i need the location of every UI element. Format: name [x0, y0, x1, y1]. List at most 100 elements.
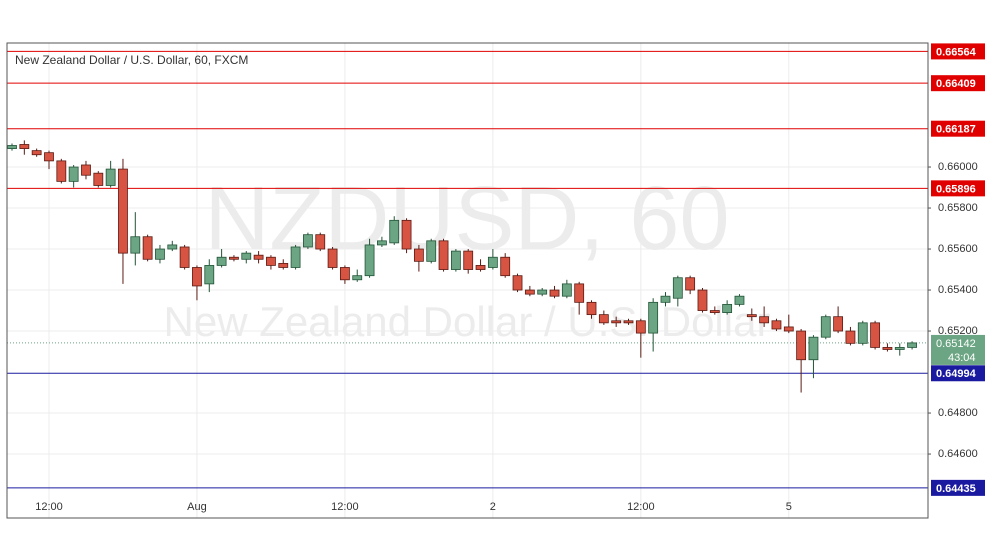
candle-body [524, 289, 535, 295]
candle-body [833, 316, 844, 332]
candle-body [229, 256, 239, 260]
candle-body [845, 330, 856, 344]
level-label-bg [931, 43, 985, 60]
x-tick-label: 5 [786, 501, 792, 513]
candle-body [537, 289, 548, 295]
candle-body [179, 246, 190, 268]
last-price-label: 0.65142 [936, 338, 976, 350]
level-label: 0.65896 [936, 183, 976, 195]
candle-body [31, 150, 42, 156]
candle-body [882, 347, 893, 350]
watermark-name: New Zealand Dollar / U.S. Dollar [164, 298, 771, 345]
candle-body [685, 277, 696, 291]
candle-body [660, 295, 671, 303]
candle-body [870, 322, 880, 348]
levels [7, 50, 928, 489]
last-price-bg [931, 334, 985, 365]
candle-body [290, 246, 301, 268]
candle-body [759, 316, 770, 324]
candle-body [192, 267, 202, 287]
candle-body [303, 234, 313, 248]
x-tick-label: 12:00 [627, 501, 655, 513]
level-label: 0.66409 [936, 78, 976, 90]
candle-body [105, 168, 116, 186]
candle-body [44, 152, 54, 162]
candle-body [611, 320, 622, 324]
candle-body [722, 303, 733, 313]
level-label-bg [931, 180, 985, 197]
candle-body [857, 322, 868, 344]
candle-body [648, 301, 659, 334]
level-label: 0.66187 [936, 124, 976, 136]
candle-body [216, 256, 227, 266]
candle-body [130, 236, 141, 254]
level-label-bg [931, 75, 985, 92]
candle-body [561, 283, 572, 297]
candle-body [278, 262, 289, 268]
candle-body [512, 275, 523, 291]
candle-body [315, 234, 326, 250]
candle-body [808, 336, 819, 361]
level-label: 0.64435 [936, 483, 976, 495]
y-tick-label: 0.64600 [938, 448, 978, 460]
candle-body [746, 314, 757, 318]
candle-body [672, 277, 683, 299]
candle-body [19, 144, 30, 149]
candle-body [253, 254, 264, 260]
level-label: 0.66564 [936, 46, 977, 58]
candle-body [340, 267, 350, 281]
watermark: NZDUSD, 60 New Zealand Dollar / U.S. Dol… [164, 169, 771, 345]
candle-body [907, 342, 917, 348]
candle-body [783, 326, 794, 332]
candles [7, 140, 917, 393]
candle-body [635, 320, 646, 334]
candle-body [820, 316, 831, 338]
candle-body [697, 289, 708, 311]
countdown-label: 43:04 [948, 352, 976, 364]
candle-body [266, 256, 276, 266]
x-tick-label: 2 [490, 501, 496, 513]
plot-border [6, 42, 929, 519]
candle-body [438, 240, 449, 270]
candle-body [118, 168, 128, 254]
candle-body [487, 256, 498, 268]
candle-body [376, 240, 387, 246]
candle-body [475, 265, 486, 270]
candle-body [734, 295, 745, 305]
candle-body [796, 330, 807, 361]
candle-body [68, 166, 79, 182]
candle-body [500, 256, 511, 277]
candle-body [167, 244, 178, 250]
candle-body [623, 320, 634, 324]
level-label-bg [931, 120, 985, 137]
candle-body [142, 236, 153, 260]
level-label-bg [931, 365, 985, 382]
x-tick-label: Aug [187, 501, 207, 513]
y-tick-label: 0.65400 [938, 284, 978, 296]
candle-body [463, 250, 474, 270]
candle-body [155, 248, 165, 260]
candle-body [352, 275, 363, 281]
y-tick-label: 0.65200 [938, 325, 978, 337]
candle-body [241, 252, 252, 260]
axis: 0.64600 0.64800 0.65200 0.65400 0.65600 0.658… [35, 43, 985, 513]
candle-body [771, 320, 782, 330]
candle-body [894, 347, 905, 350]
candle-body [56, 160, 67, 182]
candle-body [401, 219, 412, 250]
y-tick-label: 0.65800 [938, 202, 978, 214]
chart-title: New Zealand Dollar / U.S. Dollar, 60, FX… [15, 53, 248, 67]
candle-body [389, 219, 400, 244]
candle-body [93, 172, 104, 186]
candle-body [327, 248, 338, 268]
candle-body [426, 240, 437, 262]
y-tick-label: 0.66000 [938, 161, 978, 173]
candle-body [204, 265, 215, 285]
y-tick-label: 0.64800 [938, 407, 978, 419]
candle-body [598, 314, 609, 324]
candle-body [81, 164, 91, 176]
candle-body [413, 248, 424, 262]
candle-body [364, 244, 375, 277]
candle-body [586, 301, 597, 316]
candle-body [574, 283, 585, 303]
